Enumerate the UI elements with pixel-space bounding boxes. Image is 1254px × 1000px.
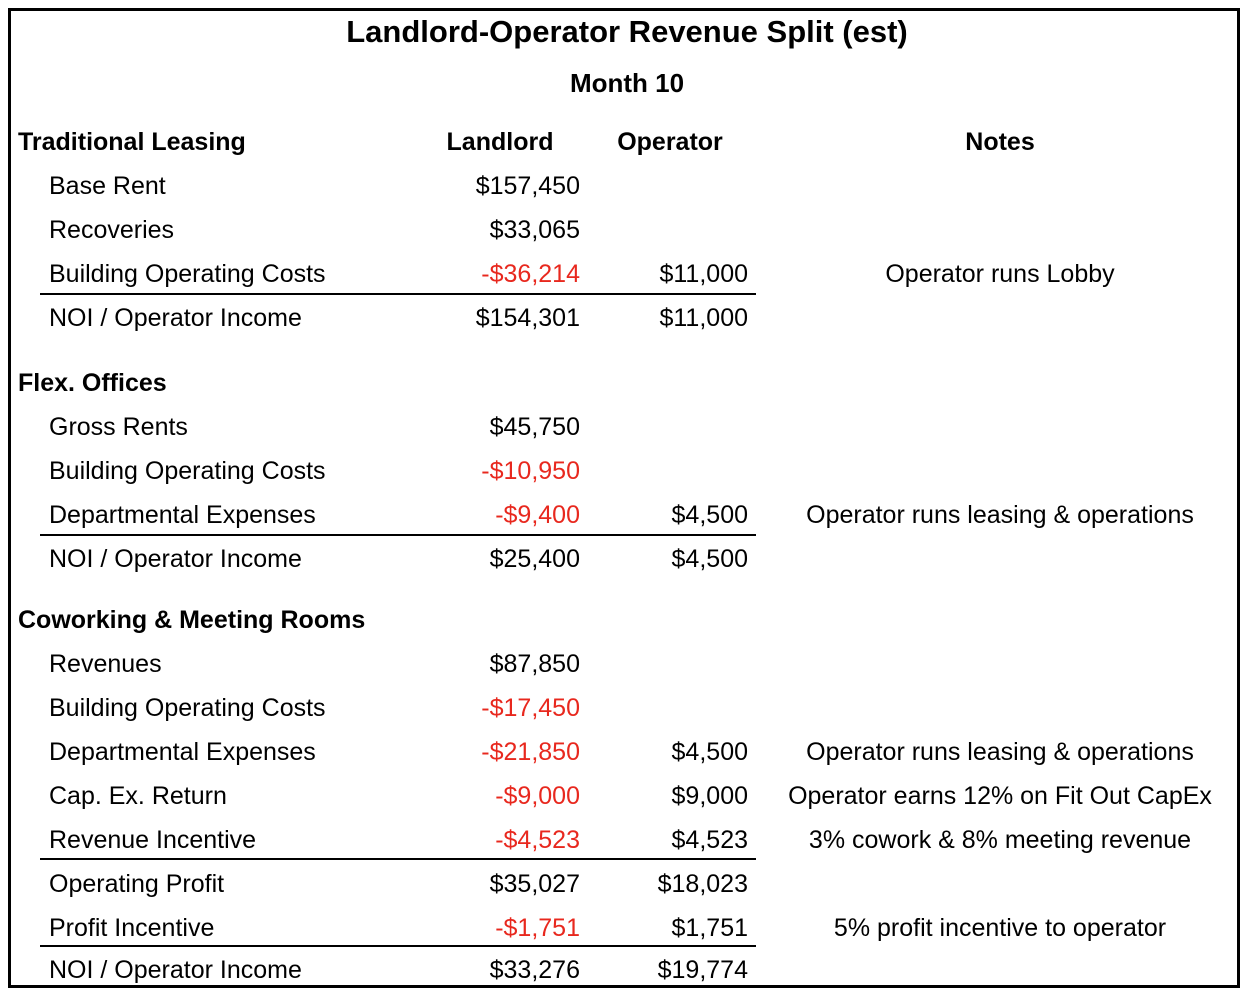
row-label: Departmental Expenses <box>49 501 316 529</box>
landlord-value: $157,450 <box>475 172 580 200</box>
table-row: NOI / Operator Income $25,400 $4,500 <box>0 545 1254 585</box>
row-note: Operator runs Lobby <box>885 260 1115 288</box>
column-header-operator: Operator <box>617 128 723 156</box>
landlord-value: -$36,214 <box>481 260 580 288</box>
row-note: Operator runs leasing & operations <box>806 501 1194 529</box>
landlord-value: -$10,950 <box>481 457 580 485</box>
landlord-value: -$9,000 <box>495 782 580 810</box>
table-row: Base Rent $157,450 <box>0 172 1254 212</box>
operator-value: $4,523 <box>671 826 748 854</box>
landlord-value: -$21,850 <box>481 738 580 766</box>
total-divider <box>40 534 756 536</box>
row-note: Operator runs leasing & operations <box>806 738 1194 766</box>
operator-value: $4,500 <box>671 738 748 766</box>
landlord-value: $33,065 <box>489 216 580 244</box>
row-label: Base Rent <box>49 172 166 200</box>
row-label: Building Operating Costs <box>49 457 326 485</box>
row-label: Operating Profit <box>49 870 225 898</box>
operator-value: $19,774 <box>657 956 748 984</box>
total-divider <box>40 293 756 295</box>
row-label: Building Operating Costs <box>49 694 326 722</box>
row-note: Operator earns 12% on Fit Out CapEx <box>788 782 1212 810</box>
table-row: Operating Profit $35,027 $18,023 <box>0 870 1254 910</box>
operator-value: $9,000 <box>671 782 748 810</box>
row-note: 3% cowork & 8% meeting revenue <box>808 826 1192 854</box>
landlord-value: -$9,400 <box>495 501 580 529</box>
row-label: Profit Incentive <box>49 914 215 942</box>
table-row: Departmental Expenses -$21,850 $4,500 Op… <box>0 738 1254 778</box>
landlord-value: $87,850 <box>489 650 580 678</box>
landlord-value: $154,301 <box>475 304 580 332</box>
operator-value: $18,023 <box>657 870 748 898</box>
landlord-value: -$17,450 <box>481 694 580 722</box>
table-row: Cap. Ex. Return -$9,000 $9,000 Operator … <box>0 782 1254 822</box>
row-label: Revenue Incentive <box>49 826 257 854</box>
table-row: Gross Rents $45,750 <box>0 413 1254 453</box>
operator-value: $4,500 <box>671 545 748 573</box>
operator-value: $11,000 <box>659 260 748 288</box>
subtotal-divider <box>40 858 756 860</box>
landlord-value: $45,750 <box>489 413 580 441</box>
row-label: Recoveries <box>49 216 175 244</box>
table-row: Revenues $87,850 <box>0 650 1254 690</box>
landlord-value: -$4,523 <box>495 826 580 854</box>
table-row: NOI / Operator Income $154,301 $11,000 <box>0 304 1254 344</box>
table-frame <box>8 8 1240 988</box>
row-label: Building Operating Costs <box>49 260 326 288</box>
row-label: Revenues <box>49 650 162 678</box>
row-label: NOI / Operator Income <box>49 545 302 573</box>
table-row: Building Operating Costs -$10,950 <box>0 457 1254 497</box>
row-label: Gross Rents <box>49 413 188 441</box>
operator-value: $11,000 <box>659 304 748 332</box>
table-row: Revenue Incentive -$4,523 $4,523 3% cowo… <box>0 826 1254 866</box>
column-header-landlord: Landlord <box>446 128 554 156</box>
table-row: Building Operating Costs -$17,450 <box>0 694 1254 734</box>
table-row: Building Operating Costs -$36,214 $11,00… <box>0 260 1254 300</box>
landlord-value: $25,400 <box>489 545 580 573</box>
table-row: NOI / Operator Income $33,276 $19,774 <box>0 956 1254 996</box>
section-heading-flex: Flex. Offices <box>18 369 167 397</box>
table-row: Departmental Expenses -$9,400 $4,500 Ope… <box>0 501 1254 541</box>
total-divider <box>40 945 756 947</box>
operator-value: $4,500 <box>671 501 748 529</box>
landlord-value: -$1,751 <box>495 914 580 942</box>
section-heading-cowork: Coworking & Meeting Rooms <box>18 606 366 634</box>
section-heading-traditional: Traditional Leasing <box>18 128 246 156</box>
row-label: NOI / Operator Income <box>49 956 302 984</box>
row-note: 5% profit incentive to operator <box>833 914 1167 942</box>
page-title: Landlord-Operator Revenue Split (est) <box>346 14 908 49</box>
page-subtitle: Month 10 <box>569 68 685 98</box>
landlord-value: $35,027 <box>489 870 580 898</box>
column-header-notes: Notes <box>965 128 1035 156</box>
table-row: Recoveries $33,065 <box>0 216 1254 256</box>
row-label: Departmental Expenses <box>49 738 316 766</box>
operator-value: $1,751 <box>671 914 748 942</box>
row-label: Cap. Ex. Return <box>49 782 227 810</box>
landlord-value: $33,276 <box>489 956 580 984</box>
table-row: Profit Incentive -$1,751 $1,751 5% profi… <box>0 914 1254 954</box>
row-label: NOI / Operator Income <box>49 304 302 332</box>
